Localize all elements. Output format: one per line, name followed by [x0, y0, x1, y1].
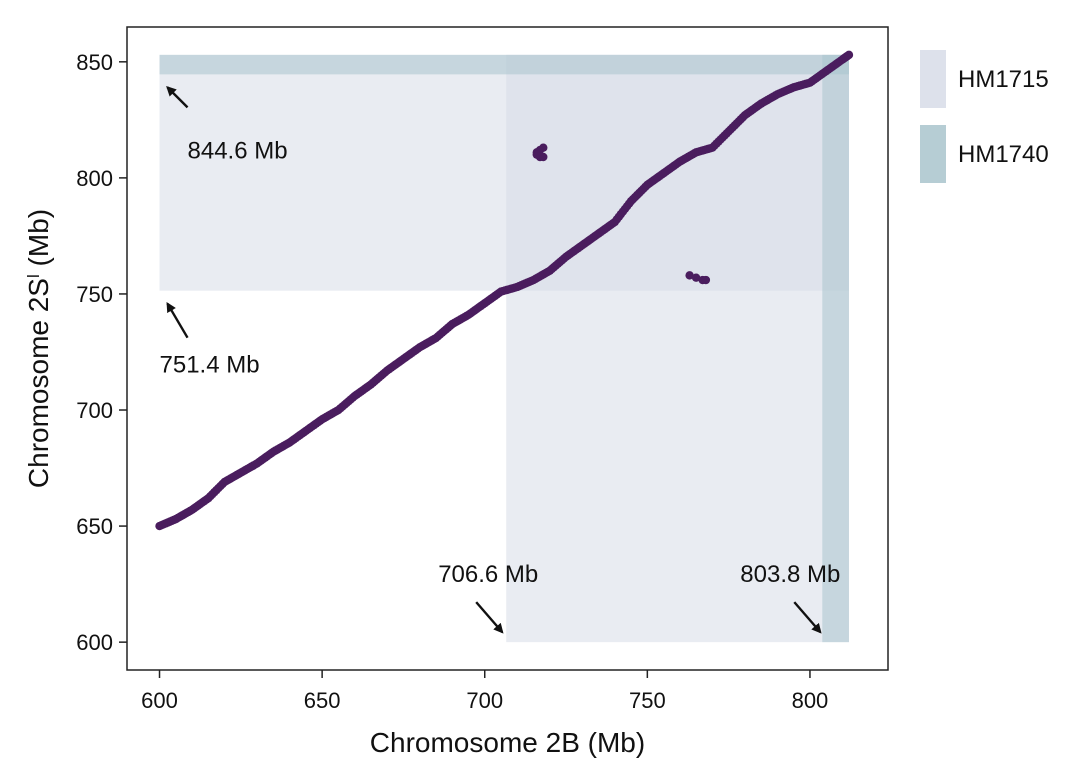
annotation-arrow: [166, 85, 189, 109]
data-points: [155, 50, 854, 531]
data-point: [701, 275, 711, 285]
plot-frame: [126, 26, 889, 671]
y-axis-label-sup: l: [24, 274, 43, 278]
y-axis-ticks: 600 650 700 750 800 850: [76, 50, 127, 655]
data-point: [691, 273, 701, 282]
y-axis-label: Chromosome 2Sl (Mb): [23, 209, 54, 488]
y-tick-label: 600: [76, 630, 113, 655]
region-hm1740-x-3: [822, 54, 849, 643]
y-tick-label: 650: [76, 514, 113, 539]
x-tick-label: 750: [629, 688, 666, 713]
data-point: [532, 150, 541, 159]
legend-label: HM1715: [958, 66, 1049, 93]
x-axis-label: Chromosome 2B (Mb): [370, 727, 645, 758]
legend-swatch: [920, 50, 946, 108]
x-tick-label: 700: [466, 688, 503, 713]
legend: HM1715 HM1740: [920, 50, 1049, 183]
y-tick-label: 800: [76, 166, 113, 191]
y-tick-label: 750: [76, 282, 113, 307]
annotation-label: 751.4 Mb: [160, 352, 260, 379]
annotation-arrow: [166, 301, 189, 339]
data-point: [685, 271, 694, 280]
x-tick-label: 800: [792, 688, 829, 713]
data-point: [844, 50, 854, 60]
region-hm1715-x-1: [506, 54, 849, 643]
annotation-label: 706.6 Mb: [438, 561, 538, 588]
y-axis-label-unit: (Mb): [23, 209, 54, 274]
legend-swatch: [920, 125, 946, 183]
data-point: [539, 152, 548, 162]
x-tick-label: 600: [141, 688, 178, 713]
region-hm1740-y-2: [159, 54, 849, 75]
annotations: 844.6 Mb 751.4 Mb 706.6 Mb 803.8 Mb: [160, 85, 840, 634]
annotation-label: 803.8 Mb: [740, 561, 840, 588]
legend-label: HM1740: [958, 141, 1049, 168]
annotation-arrow: [793, 601, 822, 634]
highlight-regions: [159, 54, 849, 643]
x-tick-label: 650: [304, 688, 341, 713]
y-axis-label-main: Chromosome 2S: [23, 278, 54, 488]
annotation-label: 844.6 Mb: [188, 137, 288, 164]
y-tick-label: 700: [76, 398, 113, 423]
x-axis-ticks: 600 650 700 750 800: [141, 670, 828, 713]
y-tick-label: 850: [76, 50, 113, 75]
annotation-arrow: [475, 601, 504, 634]
data-point: [539, 143, 548, 152]
